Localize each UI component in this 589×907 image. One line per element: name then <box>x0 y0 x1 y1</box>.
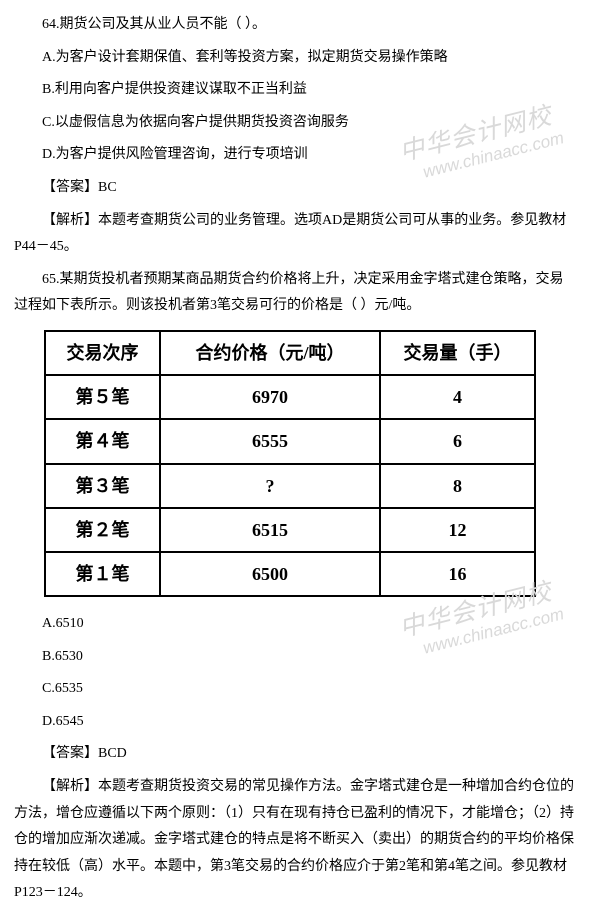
q65-option-c: C.6535 <box>14 676 575 703</box>
q64-option-d: D.为客户提供风险管理咨询，进行专项培训 <box>14 142 575 169</box>
q65-answer: 【答案】BCD <box>14 741 575 768</box>
table-cell: ? <box>160 464 380 508</box>
table-cell: 第４笔 <box>45 419 160 463</box>
q65-explain: 【解析】本题考查期货投资交易的常见操作方法。金字塔式建仓是一种增加合约仓位的方法… <box>14 774 575 907</box>
table-cell: 6 <box>380 419 535 463</box>
table-col-header: 交易次序 <box>45 331 160 375</box>
q64-option-b: B.利用向客户提供投资建议谋取不正当利益 <box>14 77 575 104</box>
table-cell: 6500 <box>160 552 380 596</box>
table-cell: 第２笔 <box>45 508 160 552</box>
table-row: 第５笔 6970 4 <box>45 375 535 419</box>
table-col-header: 合约价格（元/吨） <box>160 331 380 375</box>
table-cell: 6515 <box>160 508 380 552</box>
q64-explain: 【解析】本题考查期货公司的业务管理。选项AD是期货公司可从事的业务。参见教材P4… <box>14 208 575 261</box>
q64-option-c: C.以虚假信息为依据向客户提供期货投资咨询服务 <box>14 110 575 137</box>
table-row: 第４笔 6555 6 <box>45 419 535 463</box>
table-cell: 16 <box>380 552 535 596</box>
table-col-header: 交易量（手） <box>380 331 535 375</box>
table-cell: 6555 <box>160 419 380 463</box>
q65-table: 交易次序 合约价格（元/吨） 交易量（手） 第５笔 6970 4 第４笔 655… <box>44 330 536 597</box>
table-row: 第２笔 6515 12 <box>45 508 535 552</box>
q65-option-b: B.6530 <box>14 644 575 671</box>
table-cell: 第１笔 <box>45 552 160 596</box>
table-header-row: 交易次序 合约价格（元/吨） 交易量（手） <box>45 331 535 375</box>
table-cell: 4 <box>380 375 535 419</box>
table-cell: 第５笔 <box>45 375 160 419</box>
table-cell: 第３笔 <box>45 464 160 508</box>
table-row: 第１笔 6500 16 <box>45 552 535 596</box>
q65-option-d: D.6545 <box>14 709 575 736</box>
q64-stem: 64.期货公司及其从业人员不能（ ）。 <box>14 12 575 39</box>
table-cell: 12 <box>380 508 535 552</box>
table-cell: 8 <box>380 464 535 508</box>
q64-option-a: A.为客户设计套期保值、套利等投资方案，拟定期货交易操作策略 <box>14 45 575 72</box>
table-cell: 6970 <box>160 375 380 419</box>
q65-option-a: A.6510 <box>14 611 575 638</box>
q65-stem: 65.某期货投机者预期某商品期货合约价格将上升，决定采用金字塔式建仓策略，交易过… <box>14 267 575 320</box>
table-row: 第３笔 ? 8 <box>45 464 535 508</box>
q64-answer: 【答案】BC <box>14 175 575 202</box>
